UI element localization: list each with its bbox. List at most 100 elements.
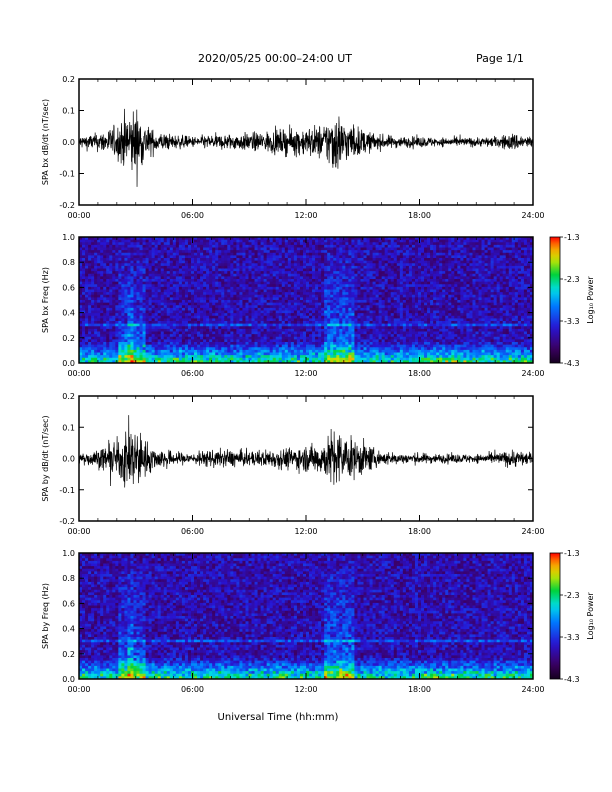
spectrogram-cell (227, 239, 231, 243)
spectrogram-cell (133, 239, 137, 243)
spectrogram-cell (366, 250, 370, 254)
spectrogram-cell (139, 336, 143, 340)
spectrogram-cell (272, 263, 277, 267)
spectrogram-cell (360, 265, 364, 269)
spectrogram-cell (154, 318, 159, 322)
spectrogram-cell (209, 263, 213, 267)
spectrogram-cell (130, 271, 134, 275)
spectrogram-cell (106, 247, 110, 251)
spectrogram-cell (266, 336, 271, 340)
spectrogram-cell (94, 336, 98, 340)
spectrogram-cell (342, 286, 346, 290)
spectrogram-cell (260, 250, 265, 254)
spectrogram-cell (94, 255, 98, 259)
spectrogram-cell (309, 352, 313, 356)
spectrogram-cell (299, 239, 304, 243)
spectrogram-cell (248, 321, 252, 325)
spectrogram-cell (200, 305, 204, 309)
spectrogram-cell (139, 318, 143, 322)
spectrogram-cell (369, 292, 373, 296)
spectrogram-cell (184, 289, 189, 293)
spectrogram-cell (366, 349, 370, 353)
spectrogram-cell (97, 334, 101, 338)
spectrogram-cell (381, 328, 386, 332)
spectrogram-cell (315, 250, 319, 254)
spectrogram-cell (94, 247, 98, 251)
spectrogram-cell (318, 357, 322, 361)
spectrogram-cell (100, 260, 104, 264)
spectrogram-cell (251, 307, 255, 311)
spectrogram-cell (312, 321, 316, 325)
spectrogram-cell (187, 255, 192, 259)
spectrogram-cell (302, 352, 307, 356)
spectrogram-cell (275, 334, 280, 338)
spectrogram-cell (194, 294, 198, 298)
spectrogram-cell (278, 334, 283, 338)
spectrogram-cell (145, 336, 150, 340)
spectrogram-cell (100, 286, 104, 290)
spectrogram-cell (321, 339, 325, 343)
spectrogram-cell (203, 357, 207, 361)
spectrogram-cell (169, 336, 174, 340)
spectrogram-cell (224, 352, 228, 356)
spectrogram-cell (257, 244, 261, 248)
page-header: 2020/05/25 00:00–24:00 UT Page 1/1 (0, 52, 612, 68)
spectrogram-cell (178, 339, 183, 343)
spectrogram-cell (251, 357, 255, 361)
spectrogram-cell (251, 355, 255, 359)
spectrogram-cell (230, 294, 234, 298)
spectrogram-cell (160, 281, 165, 285)
spectrogram-cell (224, 305, 228, 309)
spectrogram-cell (106, 352, 110, 356)
spectrogram-cell (118, 239, 122, 243)
spectrogram-cell (284, 281, 289, 285)
spectrogram-cell (236, 286, 240, 290)
spectrogram-cell (175, 334, 180, 338)
spectrogram-cell (148, 289, 153, 293)
spectrogram-cell (85, 292, 89, 296)
spectrogram-cell (275, 265, 280, 269)
spectrogram-cell (275, 271, 280, 275)
spectrogram-cell (369, 336, 373, 340)
spectrogram-cell (206, 342, 210, 346)
spectrogram-cell (293, 326, 298, 330)
spectrogram-cell (366, 342, 370, 346)
spectrogram-cell (169, 255, 174, 259)
spectrogram-cell (287, 263, 292, 267)
spectrogram-cell (136, 352, 140, 356)
spectrogram-cell (97, 307, 101, 311)
spectrogram-cell (175, 294, 180, 298)
spectrogram-cell (302, 244, 307, 248)
spectrogram-cell (169, 347, 174, 351)
spectrogram-cell (91, 250, 95, 254)
spectrogram-cell (184, 344, 189, 348)
spectrogram-cell (242, 286, 246, 290)
spectrogram-cell (97, 331, 101, 335)
spectrogram-cell (227, 323, 231, 327)
spectrogram-cell (330, 305, 334, 309)
spectrogram-cell (142, 347, 146, 351)
spectrogram-cell (251, 347, 255, 351)
spectrogram-cell (166, 339, 171, 343)
spectrogram-cell (175, 349, 180, 353)
spectrogram-cell (287, 355, 292, 359)
spectrogram-cell (184, 294, 189, 298)
spectrogram-cell (278, 344, 283, 348)
spectrogram-cell (148, 315, 153, 319)
spectrogram-cell (315, 294, 319, 298)
spectrogram-cell (142, 313, 146, 317)
spectrogram-cell (309, 289, 313, 293)
spectrogram-cell (169, 294, 174, 298)
spectrogram-cell (190, 242, 195, 246)
spectrogram-cell (245, 258, 249, 262)
spectrogram-cell (321, 276, 325, 280)
spectrogram-cell (366, 360, 370, 364)
spectrogram-cell (302, 260, 307, 264)
spectrogram-cell (345, 326, 349, 330)
spectrogram-cell (324, 279, 328, 283)
spectrogram-cell (296, 331, 301, 335)
spectrogram-cell (290, 318, 295, 322)
spectrogram-cell (239, 331, 243, 335)
spectrogram-cell (369, 297, 373, 301)
